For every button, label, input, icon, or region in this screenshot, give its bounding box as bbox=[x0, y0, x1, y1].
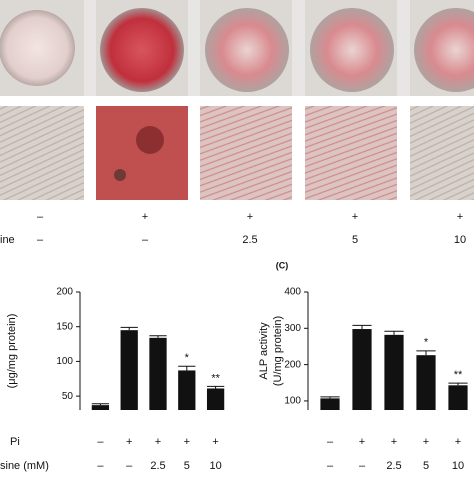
micrograph bbox=[96, 106, 188, 200]
y-tick-label: 400 bbox=[284, 287, 301, 298]
treatment-label: 2.5 bbox=[150, 460, 165, 472]
treatment-label: + bbox=[455, 436, 461, 448]
y-tick-label: 200 bbox=[284, 359, 301, 370]
treatment-label: – bbox=[97, 460, 104, 472]
treatment-label: – bbox=[142, 234, 149, 246]
treatment-label: + bbox=[391, 436, 397, 448]
treatment-label: + bbox=[457, 211, 463, 223]
y-axis-label: (U/mg protein) bbox=[272, 316, 284, 386]
treatment-label: + bbox=[126, 436, 132, 448]
bar bbox=[448, 385, 468, 410]
significance: ** bbox=[211, 372, 220, 384]
y-tick-label: 50 bbox=[62, 391, 74, 402]
treatment-label: + bbox=[247, 211, 253, 223]
row-label: sine (mM) bbox=[0, 460, 49, 472]
treatment-label: + bbox=[423, 436, 429, 448]
treatment-label: – bbox=[327, 460, 334, 472]
y-tick-label: 100 bbox=[56, 356, 73, 367]
significance: ** bbox=[454, 369, 463, 381]
nodule bbox=[114, 169, 126, 181]
y-axis-label: ALP activity bbox=[258, 322, 270, 380]
treatment-label: + bbox=[212, 436, 218, 448]
bar bbox=[120, 330, 138, 410]
dish bbox=[100, 8, 184, 92]
treatment-label: – bbox=[37, 234, 44, 246]
treatment-label: 5 bbox=[184, 460, 190, 472]
treatment-label: + bbox=[184, 436, 190, 448]
micrograph bbox=[0, 106, 84, 200]
bar bbox=[384, 334, 404, 410]
treatment-label: + bbox=[359, 436, 365, 448]
treatment-label: 5 bbox=[352, 234, 358, 246]
nodule bbox=[136, 126, 164, 154]
significance: * bbox=[424, 337, 429, 349]
treatment-label: 2.5 bbox=[242, 234, 257, 246]
bar bbox=[320, 398, 340, 410]
y-tick-label: 200 bbox=[56, 287, 73, 298]
treatment-label: – bbox=[327, 436, 334, 448]
dish bbox=[310, 8, 394, 92]
treatment-label: – bbox=[359, 460, 366, 472]
dish bbox=[414, 8, 474, 92]
treatment-label: + bbox=[155, 436, 161, 448]
bar bbox=[91, 405, 110, 410]
treatment-label: 2.5 bbox=[386, 460, 401, 472]
treatment-label: 10 bbox=[209, 460, 221, 472]
bar bbox=[178, 370, 196, 410]
y-tick-label: 100 bbox=[284, 396, 301, 407]
micrograph bbox=[200, 106, 292, 200]
micrograph bbox=[305, 106, 397, 200]
bar bbox=[206, 388, 225, 410]
bar bbox=[416, 355, 436, 410]
micrographs bbox=[0, 106, 474, 200]
bar bbox=[352, 329, 372, 410]
row-label: ine bbox=[0, 234, 15, 246]
y-tick-label: 150 bbox=[56, 321, 73, 332]
dish bbox=[0, 10, 75, 86]
treatment-label: – bbox=[126, 460, 133, 472]
panel-label: (C) bbox=[276, 260, 289, 270]
treatment-label: – bbox=[37, 211, 44, 223]
y-tick-label: 300 bbox=[284, 323, 301, 334]
dish bbox=[205, 8, 289, 92]
treatment-label: 10 bbox=[454, 234, 466, 246]
dish-photos bbox=[0, 0, 474, 96]
treatment-label: 10 bbox=[452, 460, 464, 472]
row-label: Pi bbox=[10, 436, 20, 448]
treatment-label: + bbox=[142, 211, 148, 223]
treatment-label: + bbox=[352, 211, 358, 223]
treatment-label: 5 bbox=[423, 460, 429, 472]
significance: * bbox=[185, 352, 190, 364]
micrograph bbox=[410, 106, 474, 200]
treatment-label: – bbox=[97, 436, 104, 448]
bar bbox=[149, 337, 167, 410]
y-axis-label: (μg/mg protein) bbox=[6, 314, 18, 389]
